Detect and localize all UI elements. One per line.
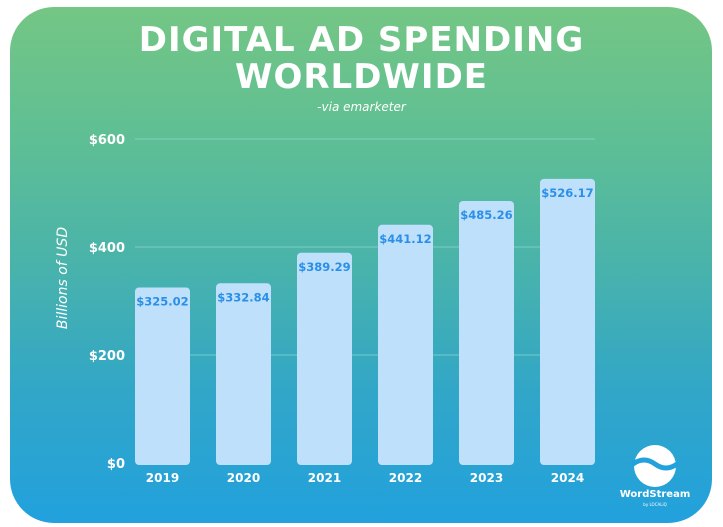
chart-title-line-1: DIGITAL AD SPENDING bbox=[138, 20, 585, 60]
bar bbox=[459, 200, 514, 465]
wordstream-wave-icon bbox=[630, 445, 680, 487]
x-tick-label: 2022 bbox=[389, 471, 422, 485]
brand-name: WordStream bbox=[619, 489, 691, 500]
data-label: $441.12 bbox=[379, 232, 431, 246]
wordstream-logo bbox=[630, 444, 680, 492]
chart-subtitle: -via emarketer bbox=[317, 100, 406, 114]
x-tick-label: 2021 bbox=[308, 471, 341, 485]
data-label: $526.17 bbox=[541, 186, 593, 200]
bar bbox=[378, 224, 433, 465]
y-tick-label: $200 bbox=[89, 349, 125, 364]
data-label: $332.84 bbox=[217, 290, 269, 304]
y-tick-label: $0 bbox=[107, 457, 125, 472]
bar bbox=[540, 178, 595, 465]
x-tick-label: 2020 bbox=[227, 471, 260, 485]
data-label: $389.29 bbox=[298, 260, 350, 274]
bar bbox=[135, 287, 190, 465]
bar bbox=[216, 283, 271, 465]
y-tick-label: $600 bbox=[89, 133, 125, 148]
data-label: $325.02 bbox=[136, 294, 188, 308]
x-tick-label: 2024 bbox=[551, 471, 584, 485]
y-tick-label: $400 bbox=[89, 241, 125, 256]
bar bbox=[297, 252, 352, 465]
chart-title-line-2: WORLDWIDE bbox=[234, 57, 489, 97]
x-tick-label: 2023 bbox=[470, 471, 503, 485]
x-tick-label: 2019 bbox=[146, 471, 179, 485]
data-label: $485.26 bbox=[460, 208, 512, 222]
brand-byline: by LOCALiQ bbox=[643, 502, 667, 507]
